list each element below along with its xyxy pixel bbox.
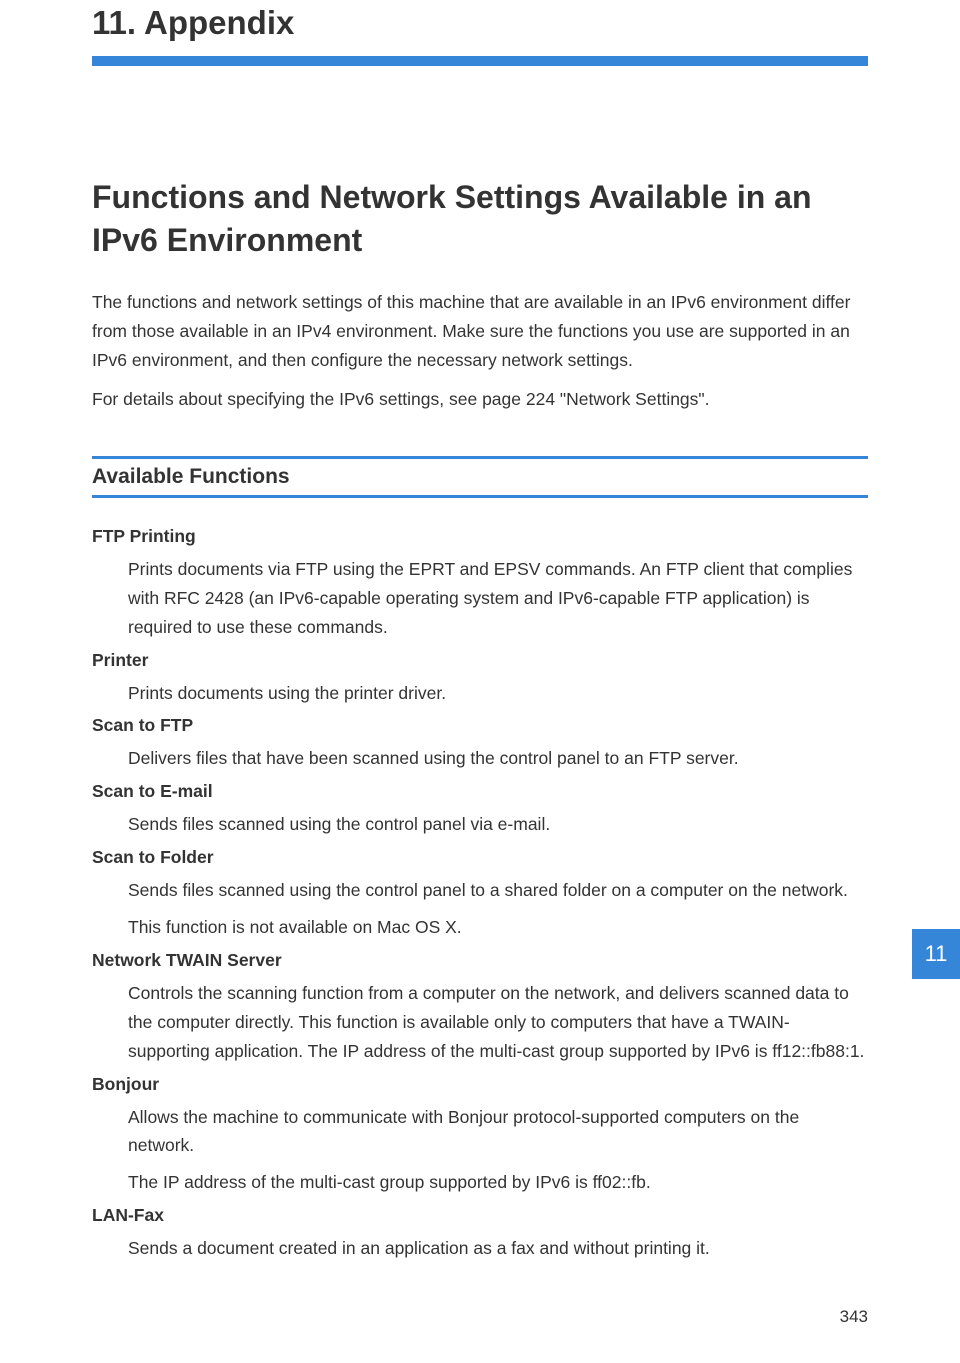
chapter-side-tab: 11 [912,929,960,979]
functions-list: FTP Printing Prints documents via FTP us… [92,526,868,1263]
function-label: Scan to FTP [92,715,868,736]
page-number: 343 [840,1307,868,1327]
function-label: Scan to Folder [92,847,868,868]
chapter-rule [92,56,868,66]
subheading: Available Functions [92,459,868,495]
chapter-title: 11. Appendix [92,4,868,42]
function-label: Network TWAIN Server [92,950,868,971]
function-label: Bonjour [92,1074,868,1095]
subheading-rule-bottom [92,495,868,498]
function-description: Sends files scanned using the control pa… [128,876,868,905]
function-label: FTP Printing [92,526,868,547]
intro-paragraph-2: For details about specifying the IPv6 se… [92,385,868,414]
function-description: This function is not available on Mac OS… [128,913,868,942]
function-description: Sends files scanned using the control pa… [128,810,868,839]
intro-paragraph-1: The functions and network settings of th… [92,288,868,375]
function-label: Printer [92,650,868,671]
function-description: The IP address of the multi-cast group s… [128,1168,868,1197]
function-description: Delivers files that have been scanned us… [128,744,868,773]
function-description: Sends a document created in an applicati… [128,1234,868,1263]
function-description: Prints documents via FTP using the EPRT … [128,555,868,642]
function-description: Allows the machine to communicate with B… [128,1103,868,1161]
function-description: Controls the scanning function from a co… [128,979,868,1066]
function-description: Prints documents using the printer drive… [128,679,868,708]
section-title: Functions and Network Settings Available… [92,176,868,262]
function-label: Scan to E-mail [92,781,868,802]
function-label: LAN-Fax [92,1205,868,1226]
